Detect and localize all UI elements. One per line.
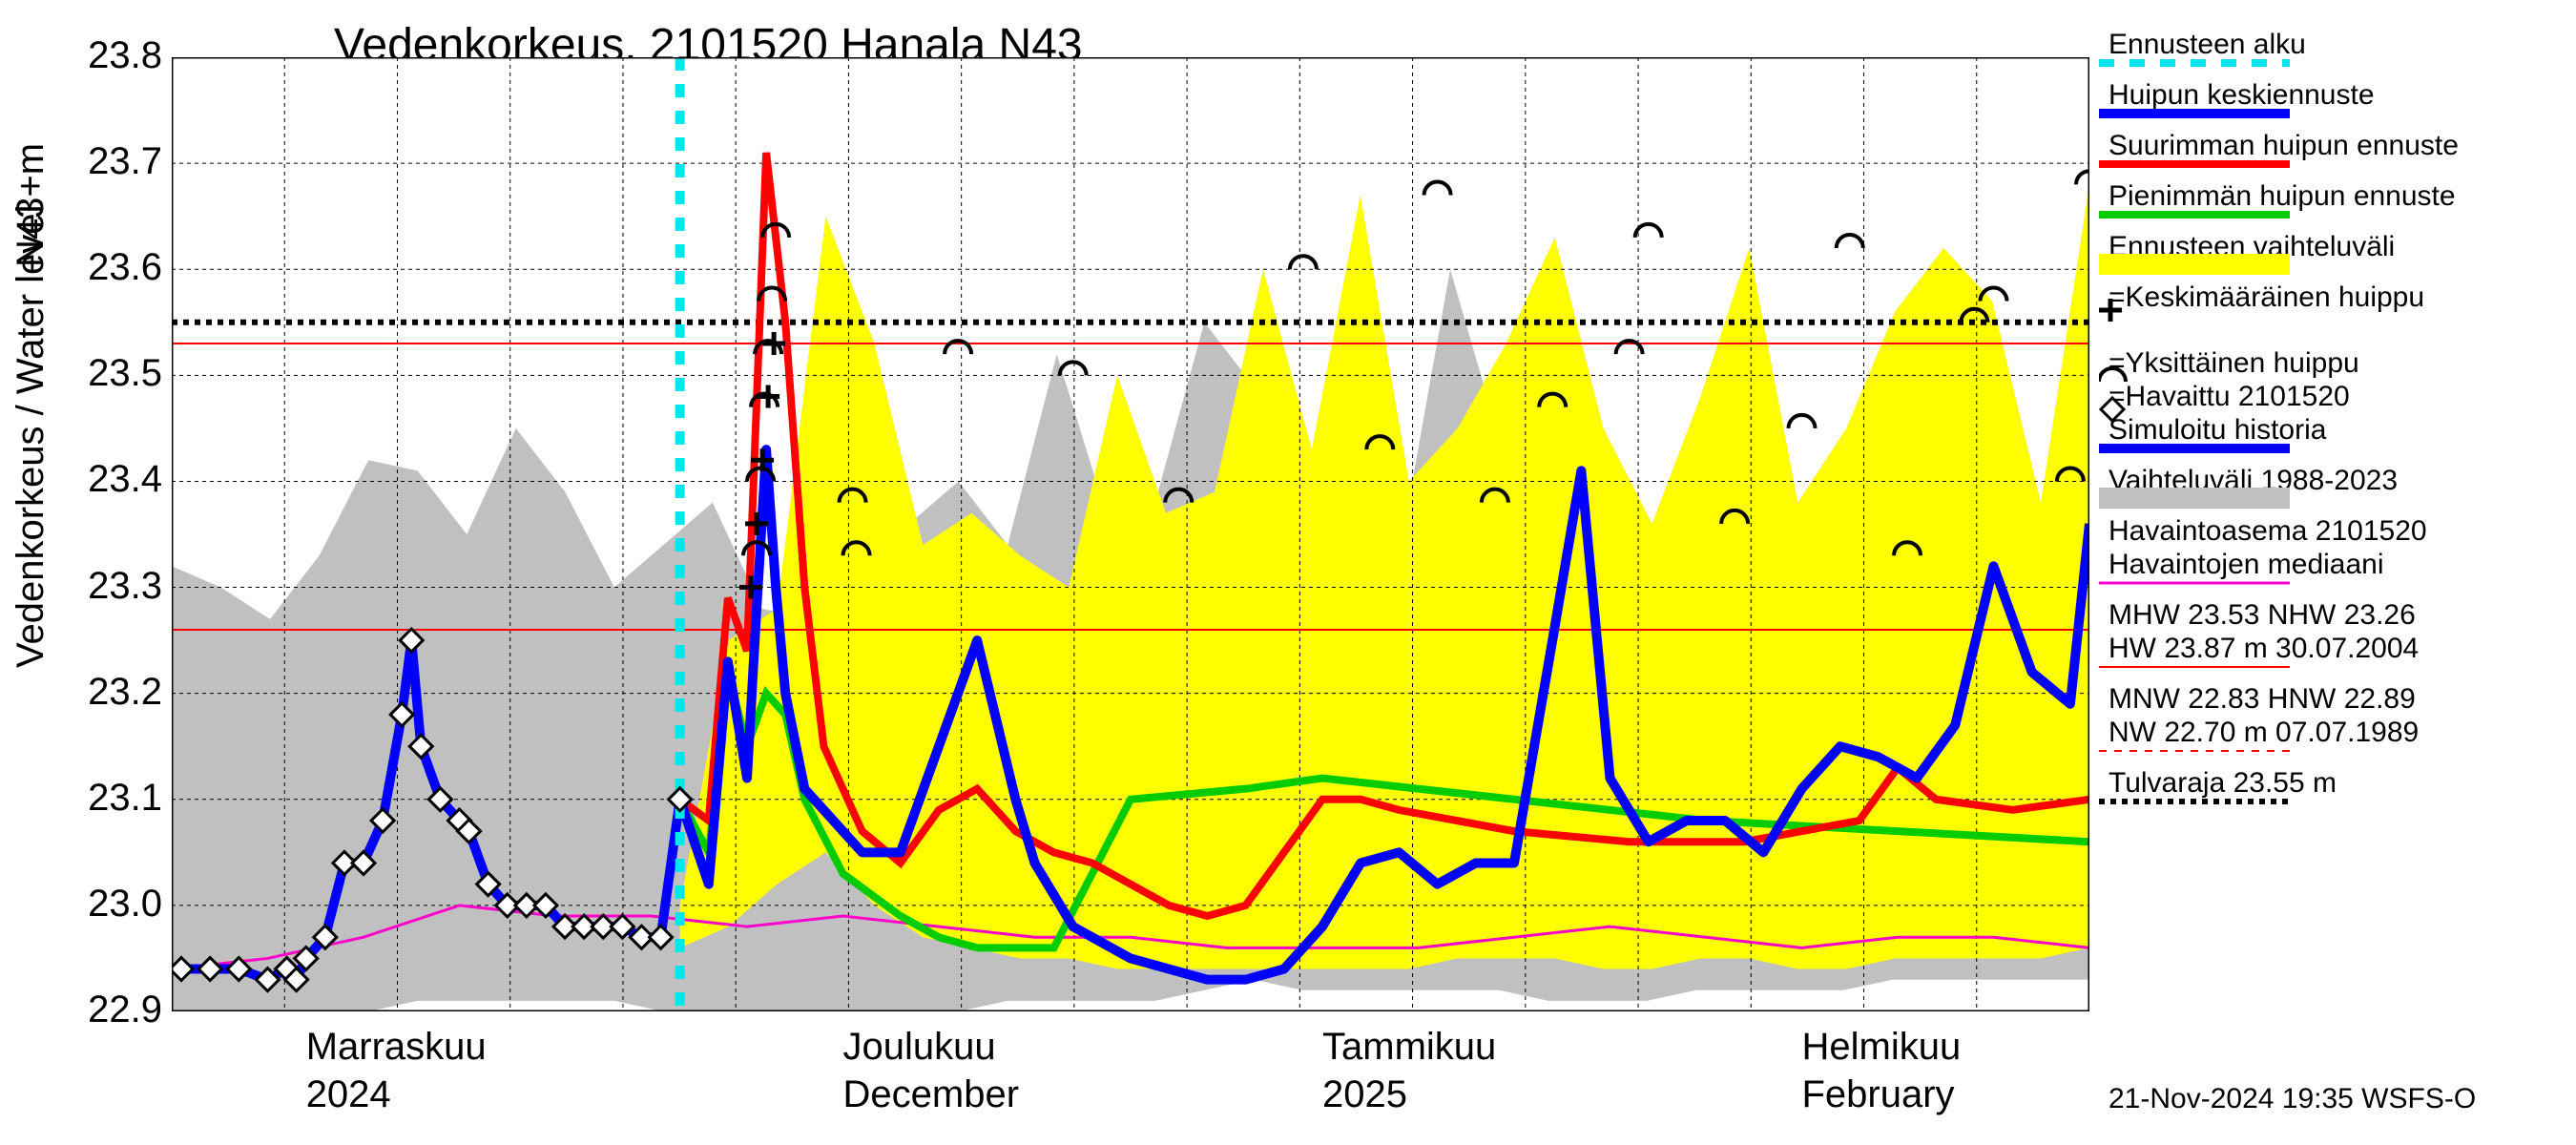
- legend-item-sim_hist: Simuloitu historia: [2109, 414, 2566, 446]
- y-tick-label: 23.4: [48, 458, 162, 501]
- legend-item-stats1: MHW 23.53 NHW 23.26: [2109, 599, 2566, 631]
- x-tick-label-top: Joulukuu: [843, 1026, 996, 1069]
- y-tick-label: 23.8: [48, 34, 162, 77]
- legend-item-stats4: NW 22.70 m 07.07.1989: [2109, 717, 2566, 748]
- y-tick-label: 23.1: [48, 777, 162, 820]
- legend-item-range: Ennusteen vaihteluväli: [2109, 231, 2566, 262]
- legend-label: Pienimmän huipun ennuste: [2109, 180, 2566, 212]
- legend-label: MNW 22.83 HNW 22.89: [2109, 683, 2566, 715]
- y-tick-label: 23.7: [48, 140, 162, 183]
- x-tick-label-bottom: December: [843, 1073, 1020, 1116]
- x-tick-label-top: Tammikuu: [1322, 1026, 1496, 1069]
- legend-item-hist_band: Vaihteluväli 1988-2023: [2109, 465, 2566, 496]
- legend-label: Simuloitu historia: [2109, 414, 2566, 446]
- x-tick-label-bottom: 2025: [1322, 1073, 1407, 1116]
- legend-label: Ennusteen alku: [2109, 29, 2566, 60]
- legend-label: Ennusteen vaihteluväli: [2109, 231, 2566, 262]
- y-tick-label: 22.9: [48, 989, 162, 1031]
- legend-label: Vaihteluväli 1988-2023: [2109, 465, 2566, 496]
- legend-label: Havaintoasema 2101520: [2109, 515, 2566, 547]
- legend: Ennusteen alku Huipun keskiennuste Suurimm…: [2109, 29, 2566, 818]
- legend-label: NW 22.70 m 07.07.1989: [2109, 717, 2566, 748]
- y-tick-label: 23.0: [48, 883, 162, 926]
- legend-label: Huipun keskiennuste: [2109, 79, 2566, 111]
- legend-label: HW 23.87 m 30.07.2004: [2109, 633, 2566, 664]
- legend-label: =Keskimääräinen huippu: [2109, 281, 2566, 313]
- chart-container: Vedenkorkeus, 2101520 Hanala N43 Vedenko…: [0, 0, 2576, 1145]
- y-tick-label: 23.6: [48, 246, 162, 289]
- legend-label: =Yksittäinen huippu: [2109, 347, 2566, 379]
- legend-item-avg_peak: =Keskimääräinen huippu: [2109, 281, 2566, 313]
- legend-label: MHW 23.53 NHW 23.26: [2109, 599, 2566, 631]
- y-axis-label-main: Vedenkorkeus / Water level: [10, 205, 52, 668]
- legend-item-stats3: MNW 22.83 HNW 22.89: [2109, 683, 2566, 715]
- y-tick-label: 23.5: [48, 352, 162, 395]
- legend-item-stats2: HW 23.87 m 30.07.2004: [2109, 633, 2566, 664]
- x-tick-label-top: Marraskuu: [306, 1026, 487, 1069]
- legend-label: Tulvaraja 23.55 m: [2109, 767, 2566, 799]
- legend-item-median: Havaintojen mediaani: [2109, 549, 2566, 580]
- x-tick-label-bottom: 2024: [306, 1073, 391, 1116]
- legend-item-center: Huipun keskiennuste: [2109, 79, 2566, 111]
- x-tick-label-bottom: February: [1802, 1073, 1955, 1116]
- legend-label: Suurimman huipun ennuste: [2109, 130, 2566, 161]
- footer-timestamp: 21-Nov-2024 19:35 WSFS-O: [2109, 1083, 2476, 1115]
- legend-item-station: Havaintoasema 2101520: [2109, 515, 2566, 547]
- y-tick-label: 23.2: [48, 671, 162, 714]
- legend-item-observed: =Havaittu 2101520: [2109, 381, 2566, 412]
- y-tick-label: 23.3: [48, 565, 162, 608]
- legend-item-max: Suurimman huipun ennuste: [2109, 130, 2566, 161]
- plot-area: [172, 57, 2089, 1011]
- legend-item-min: Pienimmän huipun ennuste: [2109, 180, 2566, 212]
- legend-label: =Havaittu 2101520: [2109, 381, 2566, 412]
- legend-item-forecast_start: Ennusteen alku: [2109, 29, 2566, 60]
- y-axis-label-unit: N43+m: [10, 143, 52, 267]
- legend-label: Havaintojen mediaani: [2109, 549, 2566, 580]
- legend-item-flood: Tulvaraja 23.55 m: [2109, 767, 2566, 799]
- x-tick-label-top: Helmikuu: [1802, 1026, 1962, 1069]
- legend-item-single_peak: =Yksittäinen huippu: [2109, 347, 2566, 379]
